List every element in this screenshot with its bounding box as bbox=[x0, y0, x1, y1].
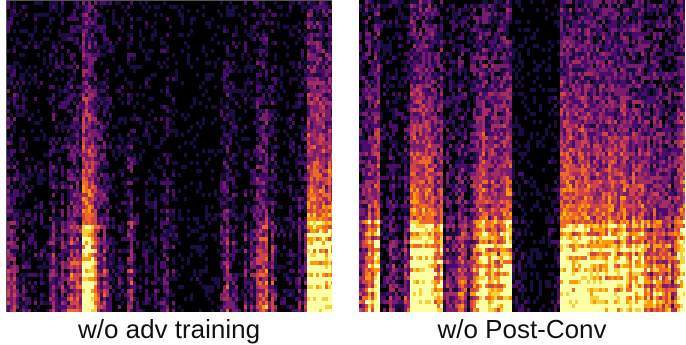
spectrogram-image-right bbox=[359, 0, 685, 312]
caption-right: w/o Post-Conv bbox=[437, 314, 607, 344]
spectrogram-image-left bbox=[6, 0, 332, 312]
spectrogram-svg-left bbox=[7, 1, 332, 312]
spectrogram-svg-right bbox=[359, 0, 685, 312]
caption-left: w/o adv training bbox=[77, 314, 261, 344]
